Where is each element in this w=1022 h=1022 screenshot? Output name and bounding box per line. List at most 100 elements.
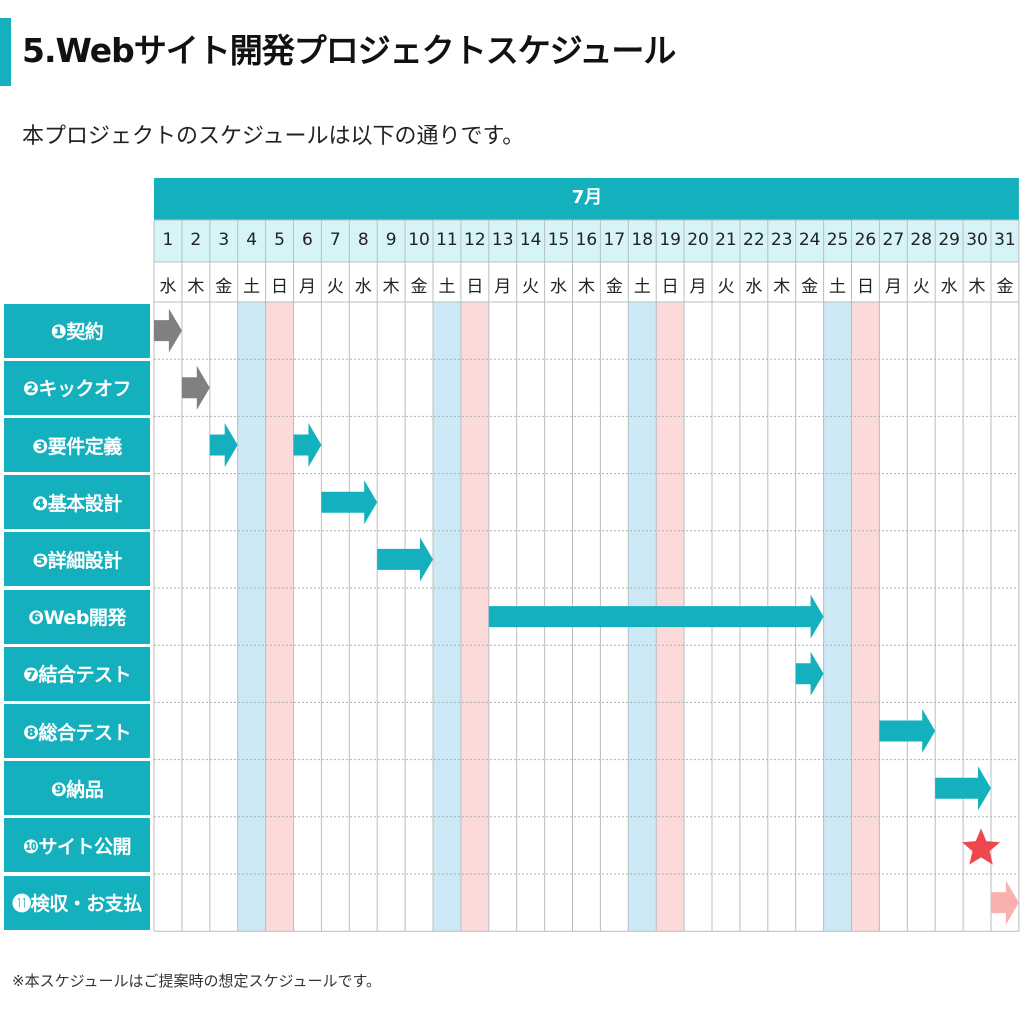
weekday-header: [154, 262, 1019, 302]
day-number: 23: [770, 230, 793, 250]
weekday-label: 日: [466, 277, 484, 297]
task-label-cell: ❸要件定義: [4, 418, 150, 472]
day-number: 25: [826, 230, 849, 250]
task-label: ❺詳細設計: [32, 549, 122, 572]
task-arrow: [377, 537, 433, 582]
day-number: 18: [631, 230, 654, 250]
title-accent-bar: [0, 18, 11, 86]
task-label: ❿サイト公開: [22, 835, 132, 858]
day-number: 1: [162, 230, 174, 250]
task-arrow: [991, 880, 1019, 925]
weekday-label: 金: [215, 277, 233, 297]
weekday-label: 火: [326, 277, 344, 297]
weekday-label: 土: [633, 277, 651, 297]
day-number: 14: [519, 230, 542, 250]
task-arrow: [488, 594, 824, 639]
task-label-cell: ❿サイト公開: [4, 818, 150, 873]
weekday-label: 金: [605, 277, 623, 297]
month-header: [154, 178, 1019, 220]
task-label-cell: ❷キックオフ: [4, 360, 150, 415]
day-number: 28: [910, 230, 933, 250]
task-label-cell: ❾納品: [4, 761, 150, 816]
weekday-label: 木: [968, 277, 986, 297]
footnote: ※本スケジュールはご提案時の想定スケジュールです。: [12, 972, 381, 990]
page-subtitle: 本プロジェクトのスケジュールは以下の通りです。: [22, 124, 525, 149]
day-number: 9: [385, 230, 397, 250]
weekday-label: 木: [382, 277, 400, 297]
task-arrow: [209, 423, 238, 467]
weekday-label: 月: [884, 277, 902, 297]
day-number: 24: [798, 230, 821, 250]
day-number: 12: [464, 230, 486, 250]
weekday-label: 金: [801, 277, 819, 297]
weekend-column: [265, 302, 294, 932]
day-number: 8: [357, 230, 369, 250]
day-number: 17: [603, 230, 626, 250]
task-label-cell: ❻Web開発: [4, 589, 150, 644]
milestone-star: [962, 828, 1001, 865]
day-number: 5: [274, 230, 285, 250]
weekday-label: 金: [996, 277, 1014, 297]
weekend-column: [237, 302, 266, 932]
day-header: [154, 220, 1019, 262]
day-number: 19: [659, 230, 681, 250]
task-label: ⓫検収・お支払: [12, 893, 142, 916]
task-label-cell: ⓫検収・お支払: [4, 875, 150, 930]
weekday-label: 月: [494, 277, 512, 297]
weekday-label: 土: [829, 277, 847, 297]
task-label: ❻Web開発: [28, 607, 126, 630]
weekday-label: 木: [577, 277, 595, 297]
weekday-label: 火: [522, 277, 540, 297]
day-number: 15: [547, 230, 570, 250]
task-label: ❽総合テスト: [22, 721, 132, 744]
task-label: ❸要件定義: [32, 435, 122, 458]
day-number: 7: [329, 230, 341, 250]
day-number: 27: [882, 230, 905, 250]
weekday-label: 木: [187, 277, 205, 297]
weekday-label: 金: [410, 277, 428, 297]
day-number: 31: [994, 230, 1016, 250]
weekday-label: 水: [550, 277, 568, 297]
weekday-label: 土: [243, 277, 261, 297]
weekday-label: 水: [745, 277, 763, 297]
day-number: 3: [218, 230, 230, 250]
day-number: 6: [302, 230, 313, 250]
weekend-column: [851, 302, 880, 932]
day-number: 29: [938, 230, 960, 250]
task-label: ❹基本設計: [32, 492, 122, 515]
task-arrow: [181, 365, 210, 410]
weekday-label: 水: [940, 277, 958, 297]
day-number: 13: [491, 230, 514, 250]
weekend-column: [433, 302, 461, 932]
page-title: 5.Webサイト開発プロジェクトスケジュール: [22, 31, 676, 70]
weekend-column: [460, 302, 489, 932]
weekday-label: 火: [717, 277, 735, 297]
weekday-label: 木: [773, 277, 791, 297]
task-arrow: [293, 423, 322, 467]
weekend-column: [823, 302, 852, 932]
day-number: 22: [743, 230, 765, 250]
task-label-cell: ❺詳細設計: [4, 532, 150, 587]
task-label: ❼結合テスト: [22, 664, 132, 687]
task-label-cell: ❶契約: [4, 303, 150, 358]
weekday-label: 日: [271, 277, 289, 297]
day-number: 20: [687, 230, 709, 250]
task-label-cell: ❹基本設計: [4, 475, 150, 530]
task-arrow: [879, 709, 936, 753]
weekday-label: 月: [298, 277, 316, 297]
task-arrow: [795, 651, 824, 696]
weekday-label: 土: [438, 277, 456, 297]
day-number: 26: [854, 230, 877, 250]
month-label: 7月: [571, 187, 603, 208]
day-number: 4: [246, 230, 258, 250]
weekday-label: 水: [159, 277, 177, 297]
task-label-cell: ❽総合テスト: [4, 704, 150, 758]
gantt-chart: [153, 178, 1020, 932]
task-arrow: [321, 480, 378, 525]
day-number: 10: [408, 230, 430, 250]
task-label: ❷キックオフ: [22, 378, 132, 401]
weekday-label: 月: [689, 277, 707, 297]
day-number: 30: [966, 230, 988, 250]
day-number: 2: [190, 230, 202, 250]
weekday-label: 日: [661, 277, 679, 297]
